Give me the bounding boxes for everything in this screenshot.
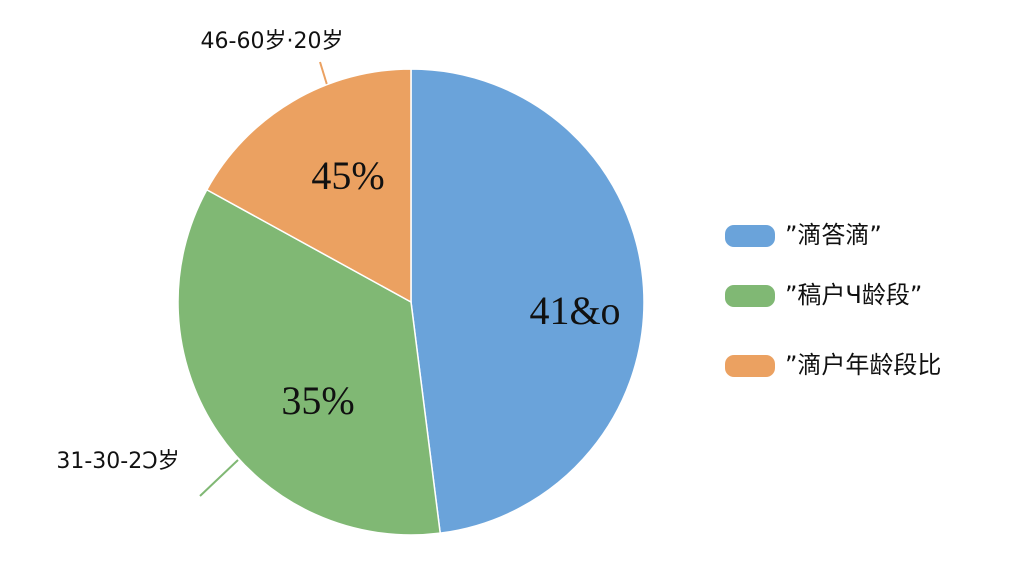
annotation: 46-60岁·20岁 xyxy=(201,29,344,54)
pie-slice xyxy=(177,188,442,536)
legend-swatch xyxy=(725,355,775,377)
legend-swatch xyxy=(725,225,775,247)
annotation: 45% xyxy=(311,153,384,198)
legend-label: ”滴户年龄段比 xyxy=(785,351,941,379)
annotation: 41&o xyxy=(529,288,620,333)
leader-line xyxy=(199,459,239,497)
legend-swatch xyxy=(725,285,775,307)
leader-line xyxy=(319,61,329,89)
legend-label: ”稿户Ч龄段” xyxy=(785,281,922,309)
pie-slice xyxy=(205,68,412,304)
annotation: 35% xyxy=(281,378,354,423)
legend-label: ”滴答滴” xyxy=(785,221,882,249)
annotation: 31-30-2Ͻ岁 xyxy=(56,449,179,474)
pie-slice xyxy=(410,68,645,535)
